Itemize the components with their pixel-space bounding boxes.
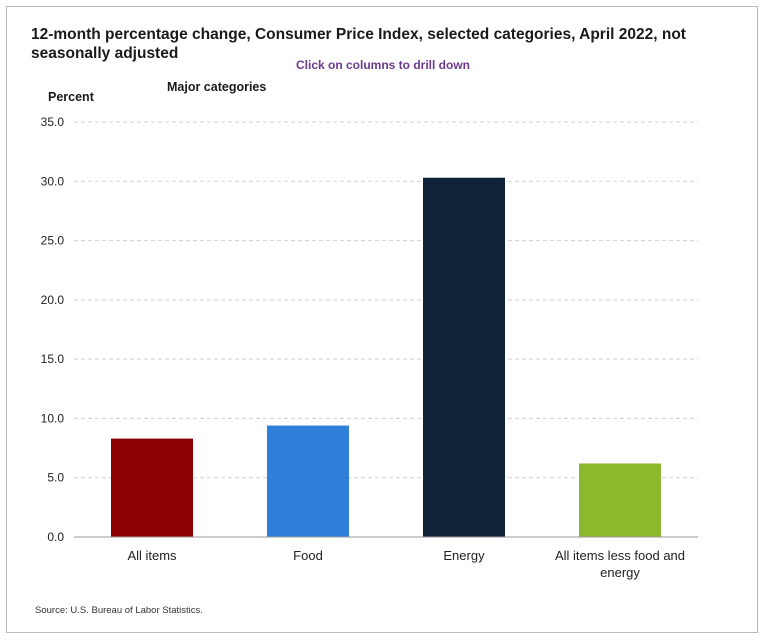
y-tick-label: 10.0 — [41, 411, 65, 425]
bar-all-items[interactable] — [111, 438, 193, 537]
drill-down-hint: Click on columns to drill down — [296, 58, 471, 72]
y-tick-label: 0.0 — [47, 530, 64, 544]
y-tick-label: 5.0 — [47, 471, 64, 485]
y-tick-label: 15.0 — [41, 352, 65, 366]
y-tick-label: 35.0 — [41, 115, 65, 129]
bar-food[interactable] — [267, 425, 349, 537]
chart-title: 12-month percentage change, Consumer Pri… — [31, 26, 686, 62]
x-tick-label: All items — [127, 548, 177, 563]
bar-energy[interactable] — [423, 177, 505, 537]
x-tick-label: energy — [600, 565, 640, 580]
x-tick-label: All items less food and — [555, 548, 685, 563]
x-tick-label: Energy — [443, 548, 485, 563]
source-note: Source: U.S. Bureau of Labor Statistics. — [35, 605, 203, 616]
y-axis-ticks: 0.0 5.0 10.0 15.0 20.0 25.0 30.0 35.0 — [41, 115, 65, 544]
y-tick-label: 25.0 — [41, 234, 65, 248]
bars — [111, 177, 661, 537]
bar-all-items-less-food-and[interactable] — [579, 463, 661, 537]
y-axis-label: Percent — [48, 90, 94, 104]
x-tick-label: Food — [293, 548, 323, 563]
gridlines — [74, 121, 698, 479]
y-tick-label: 20.0 — [41, 293, 65, 307]
y-tick-label: 30.0 — [41, 174, 65, 188]
x-axis-category-label: Major categories — [167, 80, 267, 94]
x-axis-labels: All items Food Energy All items less food a… — [127, 548, 685, 580]
